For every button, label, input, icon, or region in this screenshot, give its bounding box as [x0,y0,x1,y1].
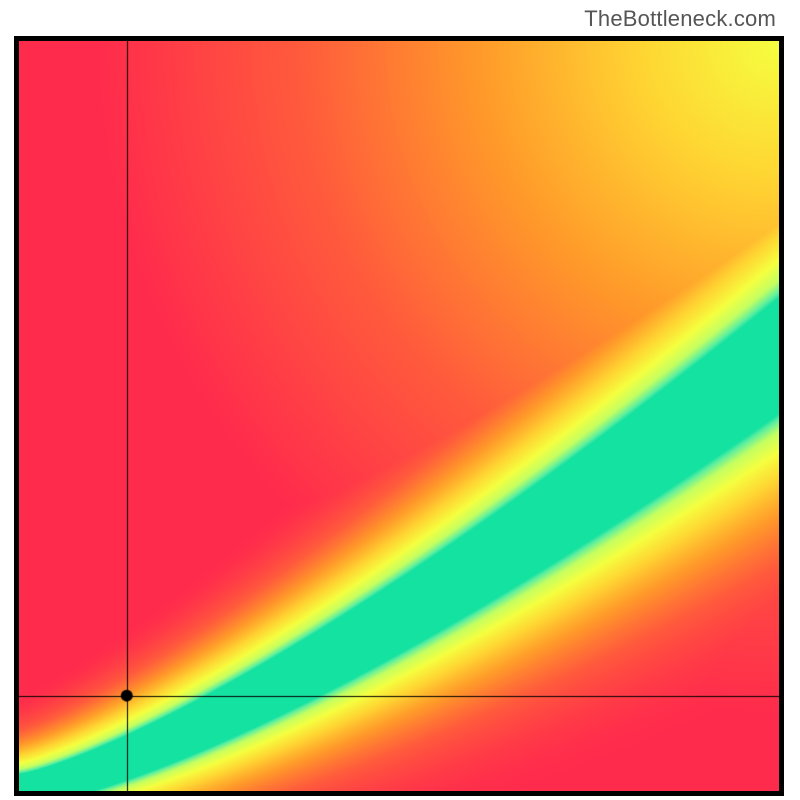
plot-frame [14,36,784,796]
attribution-text: TheBottleneck.com [584,6,776,32]
heatmap-canvas [19,41,779,791]
